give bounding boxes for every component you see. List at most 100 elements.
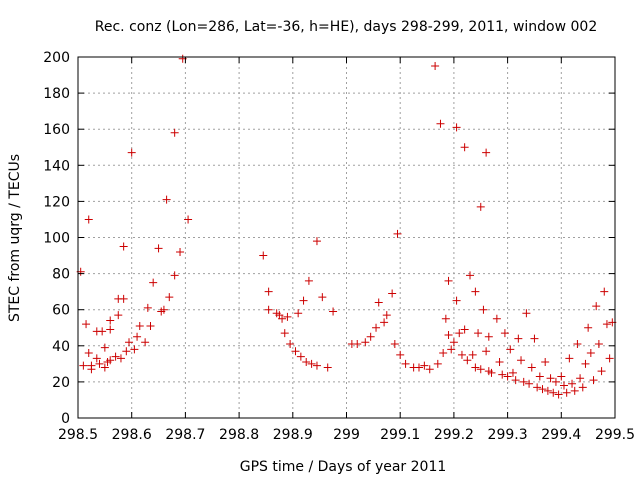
data-points	[76, 54, 617, 399]
data-point	[401, 359, 410, 368]
data-point	[393, 229, 402, 238]
data-point	[474, 329, 483, 338]
data-point	[460, 325, 469, 334]
data-point	[479, 305, 488, 314]
data-point	[95, 359, 104, 368]
data-point	[390, 339, 399, 348]
data-point	[530, 334, 539, 343]
data-point	[541, 358, 550, 367]
y-tick-label: 200	[43, 50, 70, 66]
data-point	[492, 314, 501, 323]
data-point	[396, 350, 405, 359]
data-point	[506, 345, 515, 354]
data-point	[444, 276, 453, 285]
data-point	[514, 334, 523, 343]
data-point	[114, 311, 123, 320]
data-point	[264, 287, 273, 296]
data-point	[586, 349, 595, 358]
data-point	[259, 251, 268, 260]
data-point	[436, 119, 445, 128]
data-point	[154, 244, 163, 253]
data-point	[165, 293, 174, 302]
data-point	[519, 377, 528, 386]
data-point	[452, 123, 461, 132]
data-point	[162, 195, 171, 204]
plot-frame	[77, 56, 616, 419]
data-point	[602, 320, 611, 329]
data-point	[302, 358, 311, 367]
data-point	[554, 390, 563, 399]
data-point	[388, 289, 397, 298]
x-tick-label: 298.8	[219, 427, 259, 443]
data-point	[573, 339, 582, 348]
data-point	[500, 329, 509, 338]
y-tick-label: 20	[52, 375, 70, 391]
data-point	[119, 242, 128, 251]
data-point	[106, 325, 115, 334]
y-tick-label: 80	[52, 267, 70, 283]
data-point	[476, 365, 485, 374]
data-point	[98, 327, 107, 336]
data-point	[581, 359, 590, 368]
data-point	[323, 363, 332, 372]
data-point	[600, 287, 609, 296]
y-tick-label: 40	[52, 339, 70, 355]
data-point	[498, 370, 507, 379]
x-tick-label: 299.2	[434, 427, 474, 443]
data-point	[149, 278, 158, 287]
y-tick-label: 100	[43, 231, 70, 247]
data-point	[318, 293, 327, 302]
data-point	[444, 330, 453, 339]
data-point	[589, 376, 598, 385]
data-point	[484, 332, 493, 341]
data-point	[468, 350, 477, 359]
data-point	[527, 363, 536, 372]
data-point	[420, 361, 429, 370]
data-point	[278, 314, 287, 323]
data-point	[511, 376, 520, 385]
data-point	[578, 383, 587, 392]
data-point	[525, 379, 534, 388]
data-point	[538, 385, 547, 394]
x-tick-label: 299.5	[595, 427, 635, 443]
data-point	[487, 368, 496, 377]
data-point	[170, 128, 179, 137]
data-point	[312, 237, 321, 246]
data-point	[503, 372, 512, 381]
x-axis-label: GPS time / Days of year 2011	[240, 459, 447, 475]
axes: 298.5 298.6 298.7 298.8 298.9 299 299.1 299.2 29…	[43, 50, 635, 443]
data-point	[79, 361, 88, 370]
data-point	[176, 247, 185, 256]
data-point	[264, 305, 273, 314]
data-point	[546, 374, 555, 383]
data-point	[92, 354, 101, 363]
x-tick-label: 299.4	[541, 427, 581, 443]
x-tick-label: 299	[333, 427, 360, 443]
x-tick-label: 298.7	[165, 427, 205, 443]
data-point	[570, 386, 579, 395]
data-point	[116, 354, 125, 363]
grid-lines	[78, 57, 615, 418]
data-point	[135, 321, 144, 330]
data-point	[84, 349, 93, 358]
data-point	[312, 361, 321, 370]
data-point	[119, 294, 128, 303]
x-tick-label: 299.3	[488, 427, 528, 443]
data-point	[460, 143, 469, 152]
data-point	[170, 271, 179, 280]
y-tick-label: 160	[43, 122, 70, 138]
data-point	[447, 345, 456, 354]
data-point	[466, 271, 475, 280]
x-tick-label: 299.1	[380, 427, 420, 443]
x-tick-label: 298.5	[58, 427, 98, 443]
data-point	[130, 345, 139, 354]
data-point	[286, 339, 295, 348]
data-point	[146, 321, 155, 330]
data-point	[111, 352, 120, 361]
data-point	[517, 356, 526, 365]
data-point	[361, 338, 370, 347]
data-point	[374, 298, 383, 307]
data-point	[372, 323, 381, 332]
